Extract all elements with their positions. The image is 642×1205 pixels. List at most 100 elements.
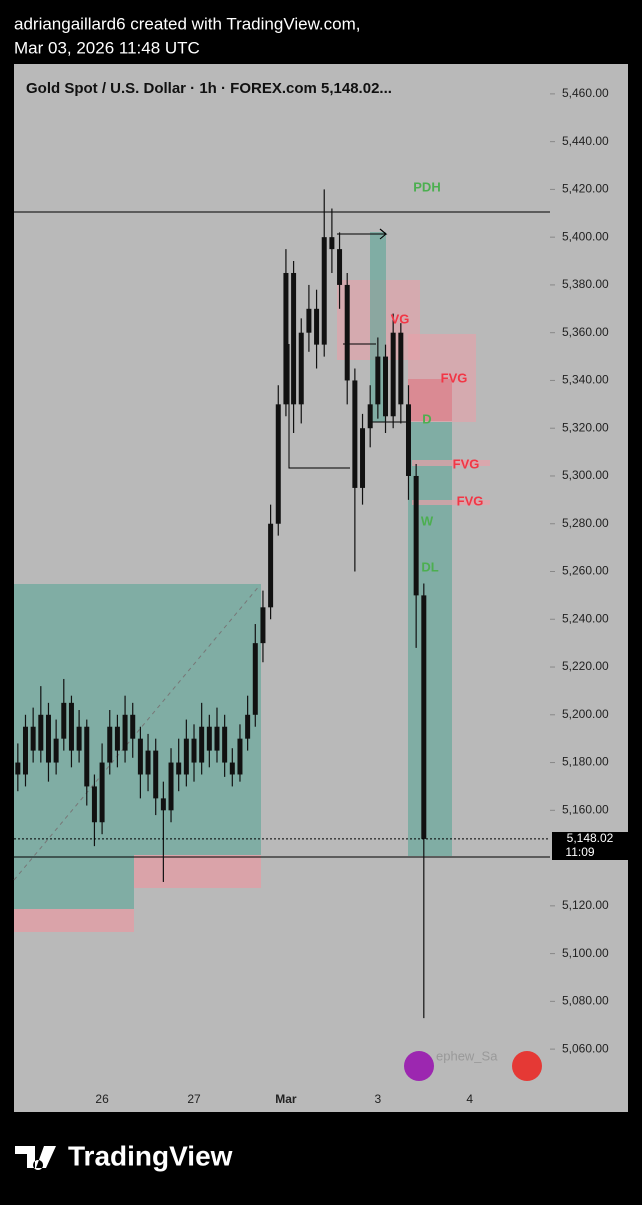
y-tick-label: 5,160.00 <box>562 802 609 816</box>
x-tick-label: 27 <box>187 1092 201 1106</box>
x-tick-label: 26 <box>95 1092 109 1106</box>
candle-body <box>68 702 74 751</box>
tv-logo <box>15 1146 56 1170</box>
annotation: FVG <box>453 456 480 471</box>
candle-body <box>191 738 197 763</box>
y-tick-label: 5,060.00 <box>562 1041 609 1055</box>
y-tick-label: 5,240.00 <box>562 611 609 625</box>
price-tag <box>552 832 628 860</box>
candle-body <box>306 308 312 333</box>
candle-body <box>61 702 67 739</box>
brand: TradingView <box>68 1140 233 1171</box>
stop-zone <box>14 909 134 932</box>
candle-body <box>22 726 28 775</box>
x-tick-label: 4 <box>466 1092 473 1106</box>
candle-body <box>237 738 243 775</box>
candle-body <box>260 607 266 644</box>
candle-body <box>329 237 335 250</box>
candle-body <box>137 738 143 775</box>
countdown: 11:09 <box>565 845 594 859</box>
y-tick-label: 5,220.00 <box>562 659 609 673</box>
annotation: FVG <box>441 370 468 385</box>
y-tick-label: 5,420.00 <box>562 182 609 196</box>
candle-body <box>183 738 189 775</box>
candle-body <box>222 726 228 763</box>
candle-body <box>214 726 220 751</box>
candle-body <box>99 762 105 823</box>
candle-body <box>390 332 396 417</box>
candle-body <box>375 356 381 405</box>
y-tick-label: 5,460.00 <box>562 86 609 100</box>
candle-body <box>398 332 404 405</box>
bolt-icon <box>404 1051 434 1081</box>
annotation: VG <box>391 311 410 326</box>
candle-body <box>252 643 258 715</box>
candle-body <box>367 404 373 429</box>
candle-body <box>383 356 389 417</box>
annotation: D <box>422 411 431 426</box>
candle-body <box>145 750 151 775</box>
candle-body <box>421 595 427 839</box>
candle-body <box>344 284 350 381</box>
chart-bottom <box>14 1112 628 1116</box>
x-tick-label: 3 <box>375 1092 382 1106</box>
candle-body <box>76 726 82 751</box>
y-tick-label: 5,100.00 <box>562 946 609 960</box>
candle-body <box>405 404 411 476</box>
y-tick-label: 5,080.00 <box>562 994 609 1008</box>
candle-body <box>352 380 358 488</box>
candle-body <box>229 762 235 775</box>
candle-body <box>245 714 251 739</box>
candle-body <box>206 726 212 751</box>
candle-body <box>413 475 419 596</box>
watermark: ephew_Sa <box>436 1048 498 1063</box>
candle-body <box>199 726 205 763</box>
candle-body <box>168 762 174 811</box>
candle-body <box>107 726 113 763</box>
y-tick-label: 5,400.00 <box>562 229 609 243</box>
candle-body <box>45 714 51 763</box>
chart-title: Gold Spot / U.S. Dollar · 1h · FOREX.com… <box>26 80 392 97</box>
arrow-head <box>379 228 387 240</box>
annotation: PDH <box>413 179 440 194</box>
annotation: FVG <box>457 493 484 508</box>
y-tick-label: 5,440.00 <box>562 134 609 148</box>
y-tick-label: 5,180.00 <box>562 755 609 769</box>
candle-body <box>298 332 304 405</box>
fvg-zone <box>408 379 452 421</box>
candle-body <box>91 786 97 823</box>
y-tick-label: 5,360.00 <box>562 325 609 339</box>
candle-body <box>84 726 90 787</box>
x-tick-label: Mar <box>275 1092 297 1106</box>
y-tick-label: 5,340.00 <box>562 373 609 387</box>
y-tick-label: 5,300.00 <box>562 468 609 482</box>
plot <box>15 189 427 1019</box>
annotation: W <box>421 513 434 528</box>
annotation: DL <box>421 559 438 574</box>
y-tick-label: 5,120.00 <box>562 898 609 912</box>
candle-body <box>153 750 159 799</box>
candle-body <box>122 714 128 751</box>
timestamp: Mar 03, 2026 11:48 UTC <box>14 38 200 57</box>
candle-body <box>53 738 59 763</box>
range-box <box>288 344 350 469</box>
y-tick-label: 5,200.00 <box>562 707 609 721</box>
fvg-zone <box>412 460 490 466</box>
y-tick-label: 5,380.00 <box>562 277 609 291</box>
stop-zone <box>134 855 261 888</box>
candle-body <box>275 404 281 524</box>
candle-body <box>15 762 21 775</box>
flag-icon <box>512 1051 542 1081</box>
y-tick-label: 5,260.00 <box>562 564 609 578</box>
author-line: adriangaillard6 created with TradingView… <box>14 14 361 33</box>
candle-body <box>314 308 320 345</box>
candle-body <box>321 237 327 345</box>
y-tick-label: 5,280.00 <box>562 516 609 530</box>
candle-body <box>38 714 44 751</box>
candle-body <box>160 798 166 811</box>
y-tick-label: 5,320.00 <box>562 420 609 434</box>
candle-body <box>337 249 343 285</box>
candle-body <box>30 726 36 751</box>
candle-body <box>283 272 289 405</box>
